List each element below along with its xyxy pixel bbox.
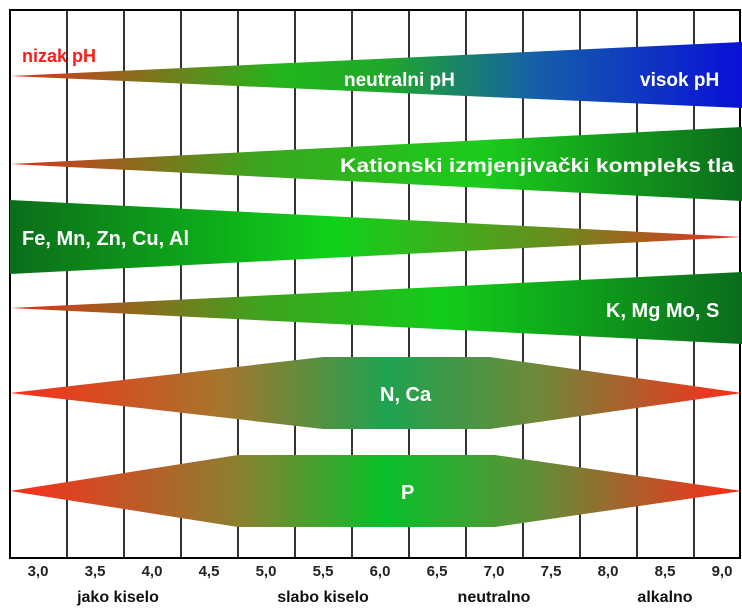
low-ph-label: nizak pH — [22, 46, 96, 66]
cation-exchange-label: Kationski izmjenjivački kompleks tla — [340, 156, 735, 177]
micronutrients-band — [10, 200, 742, 274]
axis-ticks: 3,0 3,5 4,0 4,5 5,0 5,5 6,0 6,5 7,0 7,5 … — [28, 563, 733, 580]
tick-label: 9,0 — [712, 563, 733, 580]
tick-label: 7,5 — [541, 563, 562, 580]
tick-label: 4,0 — [142, 563, 163, 580]
k-mg-mo-s-band — [10, 272, 742, 344]
p-label: P — [401, 482, 414, 504]
tick-label: 8,5 — [655, 563, 676, 580]
tick-label: 6,0 — [370, 563, 391, 580]
region-label-very-acidic: jako kiselo — [76, 589, 159, 606]
ph-scale-band — [10, 42, 742, 108]
tick-label: 5,5 — [313, 563, 334, 580]
tick-label: 3,0 — [28, 563, 49, 580]
tick-label: 8,0 — [598, 563, 619, 580]
micronutrients-label: Fe, Mn, Zn, Cu, Al — [22, 228, 189, 250]
cation-exchange-band — [10, 127, 742, 201]
n-ca-label: N, Ca — [380, 384, 432, 406]
tick-label: 7,0 — [484, 563, 505, 580]
k-mg-mo-s-label: K, Mg Mo, S — [606, 300, 719, 322]
high-ph-label: visok pH — [640, 70, 719, 91]
region-label-slightly-acidic: slabo kiselo — [277, 589, 369, 606]
n-ca-band — [10, 357, 742, 429]
neutral-ph-label: neutralni pH — [344, 70, 455, 91]
region-label-alkaline: alkalno — [637, 589, 692, 606]
tick-label: 6,5 — [427, 563, 448, 580]
p-band — [10, 455, 742, 527]
region-label-neutral: neutralno — [458, 589, 531, 606]
tick-label: 4,5 — [199, 563, 220, 580]
tick-label: 5,0 — [256, 563, 277, 580]
tick-label: 3,5 — [85, 563, 106, 580]
